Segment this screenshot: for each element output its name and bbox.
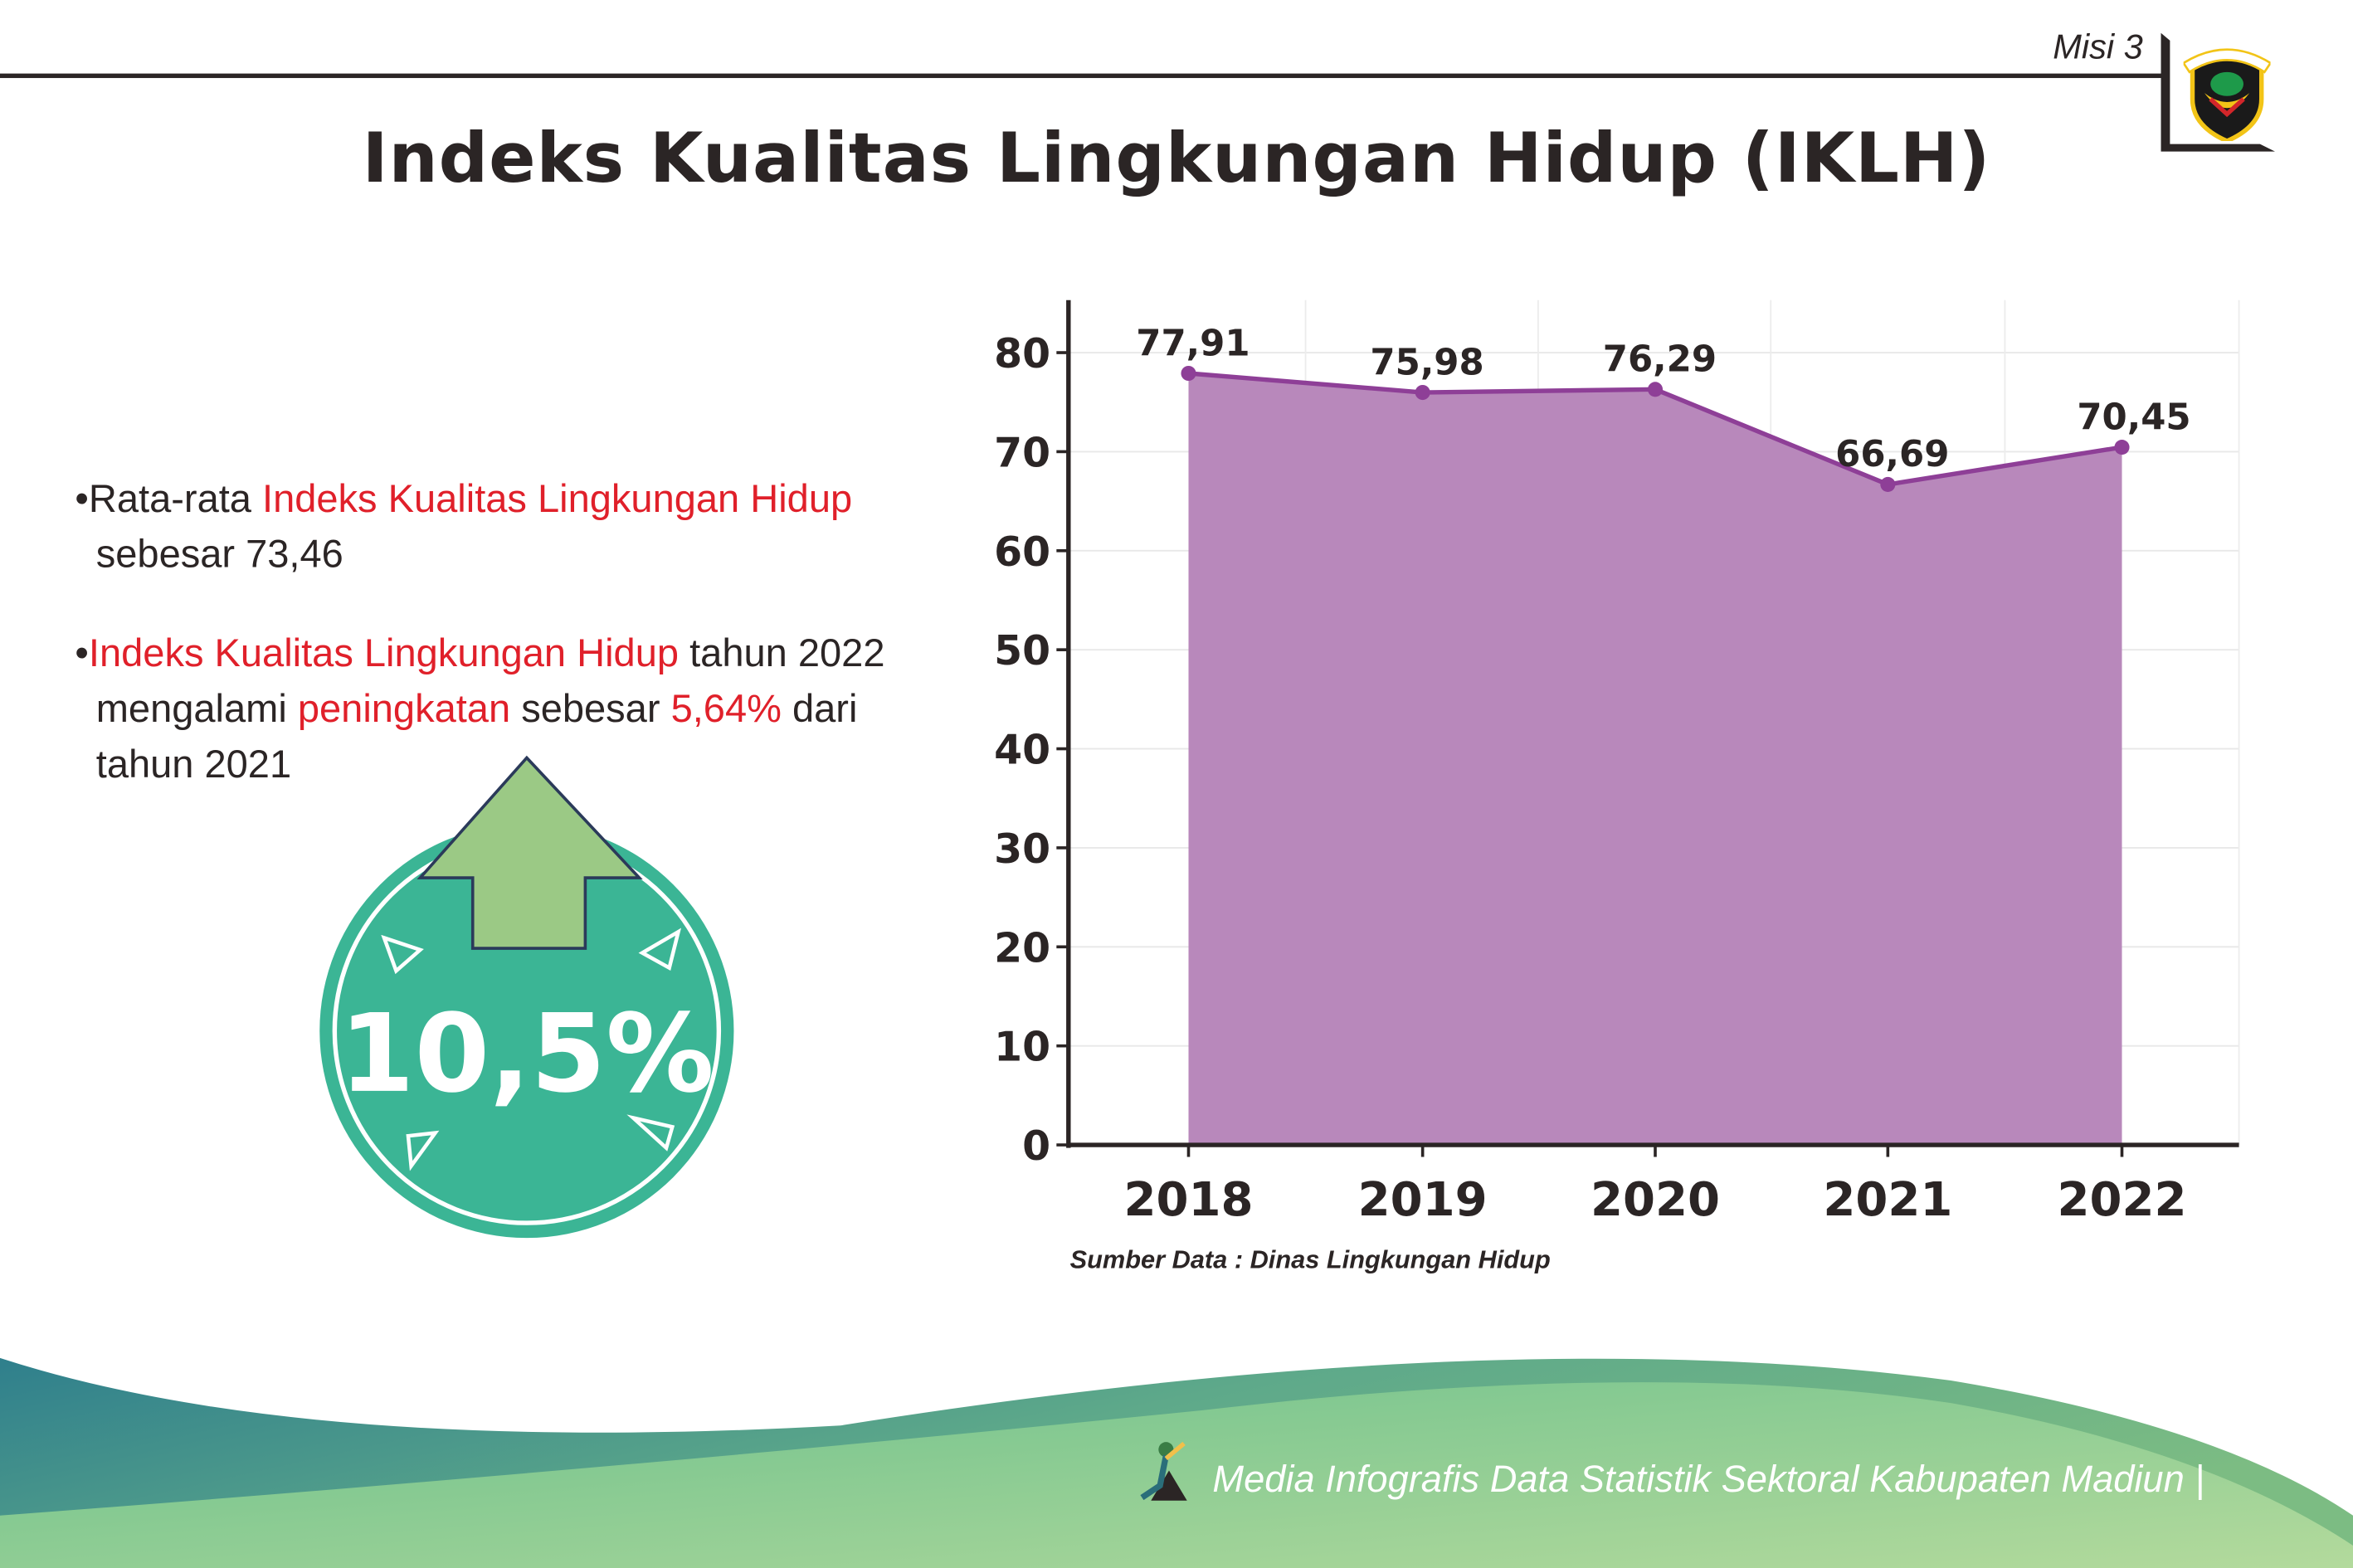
data-source: Sumber Data : Dinas Lingkungan Hidup [1069,1245,1551,1274]
y-tick-label: 10 [994,1024,1050,1071]
footer-text: Media Infografis Data Statistik Sektoral… [1212,1458,2205,1501]
bullet-text: Rata-rata [88,475,263,521]
y-tick-label: 60 [994,528,1050,576]
data-point [2114,440,2130,455]
bullet-increase: •Indeks Kualitas Lingkungan Hidup tahun … [75,626,884,792]
bullet-highlight: Indeks Kualitas Lingkungan Hidup [88,630,680,675]
bullet-text: tahun 2022 [679,630,885,675]
bullet-highlight: peningkatan [297,685,511,731]
data-point [1181,365,1196,382]
area-fill [1188,373,2122,1146]
mission-label: Misi 3 [2053,27,2143,66]
x-tick-label: 2018 [1123,1173,1253,1227]
bullet-highlight: Indeks Kualitas Lingkungan Hidup [262,475,853,521]
data-label: 66,69 [1835,434,1949,475]
x-tick-label: 2020 [1591,1173,1720,1227]
data-label: 76,29 [1603,339,1717,381]
data-label: 77,91 [1136,323,1250,364]
y-tick-label: 40 [994,727,1050,774]
bullet-average: •Rata-rata Indeks Kualitas Lingkungan Hi… [75,471,852,582]
bullet-text: dari [781,685,858,731]
bullet-text: sebesar 73,46 [95,531,343,577]
header-frame [0,32,2275,152]
footer-wave [0,1357,2353,1568]
kabupaten-madiun-logo [2183,48,2271,142]
y-tick-label: 50 [994,627,1050,674]
y-tick-label: 80 [994,330,1050,377]
arrow-up-icon [417,755,643,950]
bullet-text: mengalami [95,685,298,731]
bullet-highlight: 5,64% [670,685,782,731]
y-tick-label: 70 [994,430,1050,477]
y-tick-label: 20 [994,924,1050,971]
data-point [1415,384,1430,401]
bullet-text: tahun 2021 [95,741,292,786]
data-label: 75,98 [1370,342,1483,383]
x-tick-label: 2021 [1823,1173,1952,1227]
data-label: 70,45 [2077,397,2190,438]
page-title: Indeks Kualitas Lingkungan Hidup (IKLH) [362,117,1991,198]
increase-badge: 10,5% [319,755,734,1239]
y-tick-label: 30 [994,825,1050,873]
data-point [1880,476,1896,492]
x-tick-label: 2022 [2058,1173,2187,1227]
badge-value: 10,5% [339,991,714,1117]
y-tick-label: 0 [1022,1122,1050,1170]
media-logo [1140,1441,1187,1501]
iklh-area-chart: 0 10 20 30 40 50 60 70 80 77,91 75,98 76,29 66,69 70,… [994,299,2240,1227]
data-point [1647,382,1664,397]
bullet-text: sebesar [510,685,671,731]
x-tick-label: 2019 [1358,1173,1488,1227]
